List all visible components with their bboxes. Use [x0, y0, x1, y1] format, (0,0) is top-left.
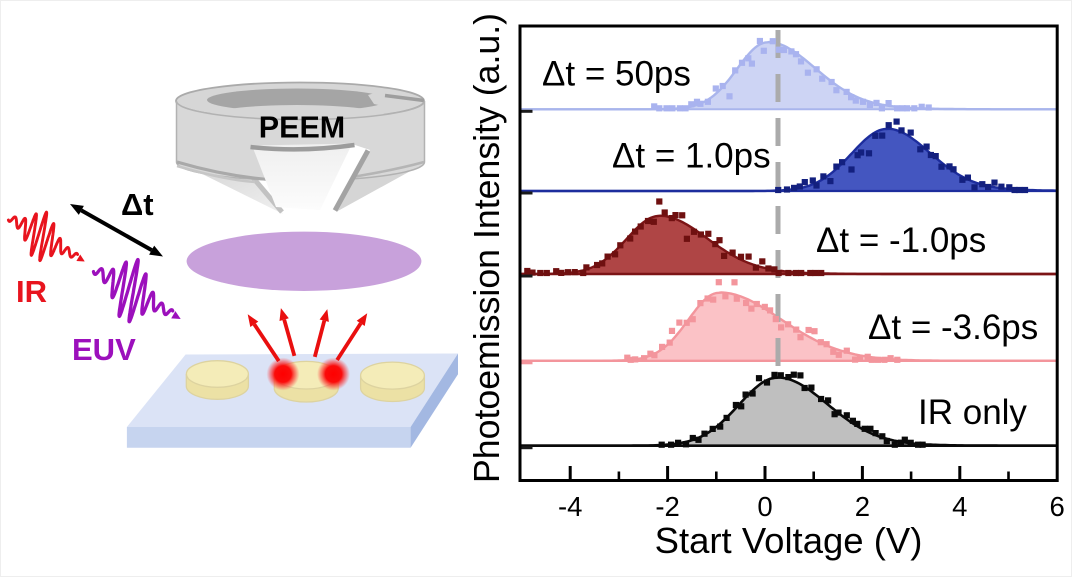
svg-text:-2: -2: [655, 491, 679, 522]
svg-text:Δt = 50ps: Δt = 50ps: [542, 55, 691, 94]
svg-text:PEEM: PEEM: [259, 111, 345, 145]
svg-text:EUV: EUV: [72, 332, 136, 367]
svg-text:4: 4: [952, 491, 967, 522]
svg-text:Δt: Δt: [121, 187, 154, 222]
svg-text:Δt = 1.0ps: Δt = 1.0ps: [612, 137, 771, 176]
svg-text:IR only: IR only: [918, 393, 1027, 432]
svg-text:0: 0: [757, 491, 772, 522]
svg-text:Start Voltage (V): Start Voltage (V): [655, 520, 923, 561]
svg-text:2: 2: [855, 491, 870, 522]
svg-text:IR: IR: [16, 274, 47, 309]
svg-text:Photoemission Intensity (a.u.): Photoemission Intensity (a.u.): [467, 13, 507, 483]
svg-text:-4: -4: [558, 491, 582, 522]
svg-text:Δt = -1.0ps: Δt = -1.0ps: [816, 221, 986, 260]
svg-text:6: 6: [1050, 491, 1065, 522]
svg-text:Δt = -3.6ps: Δt = -3.6ps: [868, 308, 1038, 347]
